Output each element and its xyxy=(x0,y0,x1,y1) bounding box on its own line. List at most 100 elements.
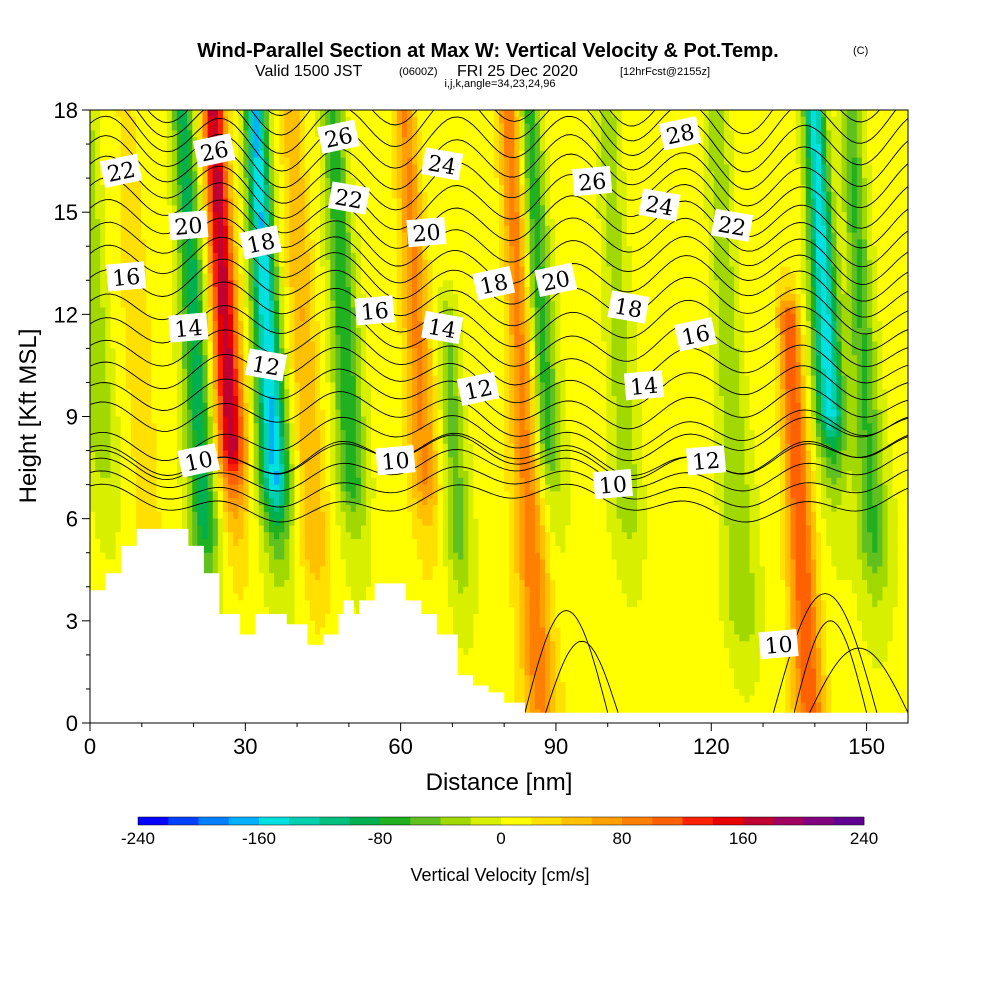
velocity-cell xyxy=(381,157,388,166)
velocity-cell xyxy=(723,246,730,254)
velocity-cell xyxy=(688,300,694,309)
velocity-cell xyxy=(713,253,720,261)
velocity-cell xyxy=(877,293,884,302)
velocity-cell xyxy=(130,239,137,247)
velocity-cell xyxy=(718,191,725,200)
velocity-cell xyxy=(621,191,628,200)
velocity-cell xyxy=(790,157,797,166)
velocity-cell xyxy=(396,171,403,179)
velocity-cell xyxy=(120,314,127,322)
velocity-cell xyxy=(683,150,689,159)
velocity-cell xyxy=(729,253,735,261)
velocity-cell xyxy=(831,253,838,261)
velocity-cell xyxy=(851,246,858,254)
velocity-cell xyxy=(396,198,403,206)
velocity-cell xyxy=(591,150,597,159)
velocity-cell xyxy=(360,259,367,268)
velocity-cell xyxy=(872,287,878,295)
velocity-cell xyxy=(360,225,367,234)
velocity-cell xyxy=(790,184,797,193)
velocity-cell xyxy=(555,157,561,166)
velocity-cell xyxy=(146,321,152,329)
velocity-cell xyxy=(294,123,301,132)
velocity-cell xyxy=(621,137,628,145)
velocity-cell xyxy=(754,239,761,247)
velocity-cell xyxy=(284,157,290,166)
velocity-cell xyxy=(677,287,684,295)
velocity-cell xyxy=(539,232,546,241)
velocity-cell xyxy=(447,178,454,186)
velocity-cell xyxy=(294,293,301,302)
velocity-cell xyxy=(550,191,556,200)
velocity-cell xyxy=(780,184,786,193)
velocity-cell xyxy=(294,212,301,220)
velocity-cell xyxy=(417,144,423,152)
velocity-cell xyxy=(892,232,899,241)
velocity-cell xyxy=(509,232,515,241)
velocity-cell xyxy=(212,321,219,329)
velocity-cell xyxy=(289,171,296,179)
velocity-cell xyxy=(509,239,515,247)
velocity-cell xyxy=(677,280,684,288)
velocity-cell xyxy=(550,212,556,220)
velocity-cell xyxy=(892,137,899,145)
velocity-cell xyxy=(616,164,623,172)
velocity-cell xyxy=(902,205,908,213)
velocity-cell xyxy=(785,266,792,275)
velocity-cell xyxy=(233,239,239,247)
velocity-cell xyxy=(509,253,515,261)
velocity-cell xyxy=(427,198,434,206)
velocity-cell xyxy=(790,178,797,186)
velocity-cell xyxy=(289,246,296,254)
velocity-cell xyxy=(406,307,413,315)
velocity-cell xyxy=(233,150,239,159)
velocity-cell xyxy=(304,266,311,275)
velocity-cell xyxy=(258,273,265,281)
velocity-cell xyxy=(243,259,250,268)
velocity-cell xyxy=(902,314,908,322)
velocity-cell xyxy=(248,110,255,118)
velocity-cell xyxy=(744,144,751,152)
velocity-cell xyxy=(688,239,694,247)
velocity-cell xyxy=(744,130,751,138)
velocity-cell xyxy=(192,157,198,166)
velocity-cell xyxy=(396,164,403,172)
velocity-cell xyxy=(238,259,244,268)
velocity-cell xyxy=(626,205,633,213)
velocity-cell xyxy=(325,266,331,275)
velocity-cell xyxy=(749,157,756,166)
velocity-cell xyxy=(243,307,250,315)
velocity-cell xyxy=(647,218,653,227)
velocity-cell xyxy=(672,259,679,268)
velocity-cell xyxy=(401,314,408,322)
velocity-cell xyxy=(156,184,163,193)
velocity-cell xyxy=(171,164,178,172)
velocity-cell xyxy=(616,280,623,288)
velocity-cell xyxy=(713,164,720,172)
velocity-cell xyxy=(514,205,521,213)
velocity-cell xyxy=(105,321,112,329)
velocity-cell xyxy=(274,123,280,132)
velocity-cell xyxy=(764,191,771,200)
velocity-cell xyxy=(683,212,689,220)
velocity-cell xyxy=(805,184,812,193)
velocity-cell xyxy=(805,205,812,213)
velocity-cell xyxy=(442,198,449,206)
velocity-cell xyxy=(447,191,454,200)
velocity-cell xyxy=(872,259,878,268)
velocity-cell xyxy=(744,123,751,132)
velocity-cell xyxy=(176,273,183,281)
velocity-cell xyxy=(539,225,546,234)
velocity-cell xyxy=(360,287,367,295)
velocity-cell xyxy=(176,184,183,193)
velocity-cell xyxy=(683,191,689,200)
velocity-cell xyxy=(892,239,899,247)
velocity-cell xyxy=(867,280,873,288)
velocity-cell xyxy=(136,123,142,132)
velocity-cell xyxy=(601,150,607,159)
velocity-cell xyxy=(570,137,577,145)
velocity-cell xyxy=(330,164,336,172)
velocity-cell xyxy=(596,116,602,125)
velocity-cell xyxy=(739,239,745,247)
